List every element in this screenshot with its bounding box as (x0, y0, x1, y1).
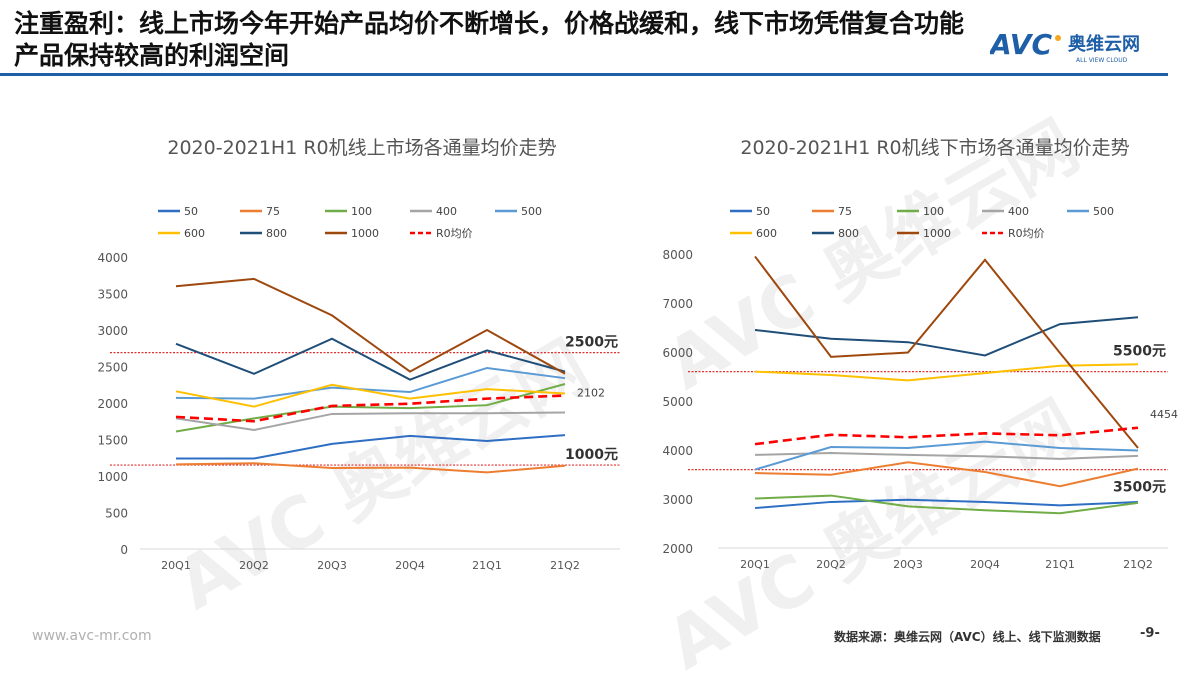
series-line-1000 (754, 255, 1139, 449)
x-tick-label: 21Q1 (472, 559, 502, 572)
page-title: 注重盈利：线上市场今年开始产品均价不断增长，价格战缓和，线下市场凭借复合功能产品… (14, 9, 965, 70)
legend-label: 400 (1008, 205, 1029, 218)
series-line-800 (754, 316, 1139, 357)
legend-label: R0均价 (436, 227, 473, 240)
y-tick-label: 7000 (662, 297, 693, 311)
series-line-400 (175, 411, 566, 432)
legend-label: 600 (184, 227, 205, 240)
series-line-600 (754, 363, 1139, 382)
reference-label: 5500元 (1113, 344, 1166, 360)
series-line-R0均价 (175, 394, 566, 423)
legend-label: 50 (756, 205, 770, 218)
legend-label: 100 (923, 205, 944, 218)
series-line-400 (754, 451, 1139, 460)
y-tick-label: 0 (120, 543, 128, 557)
series-line-1000 (175, 277, 566, 375)
legend-label: 75 (266, 205, 280, 218)
x-tick-label: 20Q2 (816, 558, 846, 571)
y-tick-label: 500 (105, 507, 128, 521)
legend-label: 600 (756, 227, 777, 240)
y-tick-label: 1000 (97, 470, 128, 484)
svg-text:ALL VIEW CLOUD: ALL VIEW CLOUD (1076, 57, 1128, 64)
x-tick-label: 20Q1 (161, 559, 191, 572)
offline-price-chart: 50 75 100 400 500 600 800 1000 R0均价 2000 3000 4000 5… (662, 205, 1178, 571)
data-source: 数据来源：奥维云网（AVC）线上、线下监测数据 (834, 630, 1101, 644)
online-chart-title: 2020-2021H1 R0机线上市场各通量均价走势 (167, 137, 557, 159)
series-line-R0均价 (754, 426, 1139, 446)
series-line-500 (754, 440, 1139, 471)
y-tick-label: 4000 (662, 444, 693, 458)
svg-text:AVC: AVC (990, 28, 1052, 61)
legend-label: 800 (838, 227, 859, 240)
x-tick-label: 20Q4 (970, 558, 1000, 571)
reference-label: 3500元 (1113, 480, 1166, 496)
legend-label: 50 (184, 205, 198, 218)
series-line-50 (754, 498, 1139, 510)
offline-chart-title: 2020-2021H1 R0机线下市场各通量均价走势 (740, 137, 1130, 159)
series-line-100 (754, 494, 1139, 515)
x-tick-label: 20Q3 (317, 559, 347, 572)
x-tick-label: 21Q1 (1045, 558, 1075, 571)
x-tick-label: 21Q2 (1123, 558, 1153, 571)
avc-logo: AVC 奥维云网 ALL VIEW CLOUD (990, 28, 1140, 64)
series-line-50 (176, 434, 566, 460)
x-tick-label: 20Q4 (395, 559, 425, 572)
series-line-800 (175, 337, 566, 381)
legend-label: 400 (436, 205, 457, 218)
svg-text:奥维云网: 奥维云网 (1068, 33, 1140, 55)
x-tick-label: 21Q2 (550, 559, 580, 572)
series-line-600 (175, 383, 566, 408)
y-tick-label: 8000 (662, 248, 693, 262)
legend-label: 500 (1093, 205, 1114, 218)
legend-label: R0均价 (1008, 227, 1045, 240)
legend-label: 75 (838, 205, 852, 218)
y-tick-label: 3000 (97, 324, 128, 338)
legend-label: 100 (351, 205, 372, 218)
x-tick-label: 20Q3 (893, 558, 923, 571)
reference-label: 1000元 (565, 447, 618, 463)
x-tick-label: 20Q1 (740, 558, 770, 571)
series-line-100 (175, 383, 566, 433)
website: www.avc-mr.com (32, 628, 152, 644)
y-tick-label: 5000 (662, 395, 693, 409)
x-tick-label: 20Q2 (239, 559, 269, 572)
y-tick-label: 1500 (97, 434, 128, 448)
y-tick-label: 6000 (662, 346, 693, 360)
legend-label: 800 (266, 227, 287, 240)
y-tick-label: 2000 (97, 397, 128, 411)
y-tick-label: 4000 (97, 251, 128, 265)
page-number: -9- (1140, 626, 1160, 641)
y-tick-label: 2000 (662, 542, 693, 556)
series-line-500 (175, 366, 566, 400)
data-label: 4454 (1150, 408, 1178, 421)
y-tick-label: 3500 (97, 288, 128, 302)
reference-label: 2500元 (565, 335, 618, 351)
online-price-chart: 50 75 100 400 500 600 800 1000 R0均价 0 500 1000 1500 2… (97, 205, 620, 572)
series-line-75 (754, 461, 1139, 488)
header-divider (0, 73, 1168, 76)
y-tick-label: 2500 (97, 361, 128, 375)
series-line-75 (175, 462, 566, 474)
data-label: 2102 (577, 387, 605, 400)
legend-label: 1000 (351, 227, 379, 240)
y-tick-label: 3000 (662, 493, 693, 507)
legend-label: 500 (521, 205, 542, 218)
legend-label: 1000 (923, 227, 951, 240)
